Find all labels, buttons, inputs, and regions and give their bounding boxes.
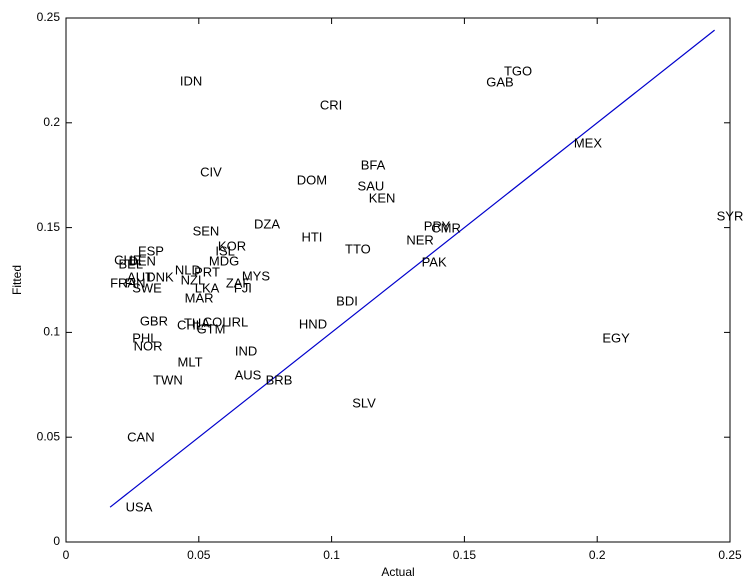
point-label: IRL (228, 314, 248, 329)
y-axis-label: Fitted (10, 265, 24, 295)
point-label: IND (235, 344, 257, 359)
point-label: KEN (369, 191, 396, 206)
x-tick-label: 0.25 (718, 548, 742, 562)
point-label: BDI (336, 293, 358, 308)
point-label: AUT (127, 269, 153, 284)
y-tick-label: 0 (53, 534, 60, 548)
point-label: USA (126, 499, 153, 514)
point-label: FRA (110, 275, 136, 290)
point-label: LKA (195, 280, 220, 295)
point-label: MAR (185, 291, 214, 306)
point-label: MEX (574, 135, 603, 150)
point-label: CIV (200, 165, 222, 180)
x-tick-label: 0 (63, 548, 70, 562)
point-label: KOR (218, 239, 246, 254)
fit-line (109, 29, 715, 508)
point-label: PRT (194, 265, 220, 280)
point-label: MYS (242, 269, 271, 284)
point-label: EGY (602, 330, 630, 345)
y-tick-label: 0.2 (43, 115, 60, 129)
point-label: SEN (193, 223, 220, 238)
point-label: NLD (175, 262, 201, 277)
point-label: DEN (129, 253, 156, 268)
point-label: NER (406, 232, 433, 247)
point-label: IDN (180, 73, 202, 88)
point-label: DOM (297, 173, 327, 188)
point-label: GTM (197, 322, 226, 337)
point-label: COL (203, 314, 230, 329)
point-label: MLT (178, 354, 203, 369)
point-label: SAU (358, 178, 385, 193)
point-label: GBR (140, 313, 168, 328)
x-tick-label: 0.2 (589, 548, 606, 562)
point-label: BRB (266, 372, 293, 387)
point-label: SYR (717, 208, 744, 223)
point-label: HND (299, 317, 327, 332)
y-tick-label: 0.15 (37, 220, 61, 234)
point-label: MDG (209, 253, 239, 268)
point-label: FIN (125, 275, 146, 290)
y-tick-label: 0.25 (37, 10, 61, 24)
point-label: PHL (132, 330, 157, 345)
point-label: TGO (504, 64, 532, 79)
point-label: CHE (114, 252, 142, 267)
point-label: HTI (301, 230, 322, 245)
point-label: SLV (352, 396, 376, 411)
point-label: CMR (431, 221, 461, 236)
point-label: PAK (422, 254, 447, 269)
point-label: NZL (181, 272, 206, 287)
point-label: SWE (132, 280, 162, 295)
x-axis-label: Actual (381, 565, 414, 579)
x-tick-label: 0.05 (187, 548, 211, 562)
x-tick-label: 0.15 (453, 548, 477, 562)
point-label: BFA (361, 157, 386, 172)
point-label: DZA (254, 217, 280, 232)
point-label: BEL (119, 256, 144, 271)
point-label: DNK (146, 269, 174, 284)
point-label: CAN (127, 429, 154, 444)
y-tick-label: 0.1 (43, 325, 60, 339)
point-label: ISL (215, 243, 235, 258)
plot-frame (65, 17, 731, 543)
point-label: NOR (134, 339, 163, 354)
point-label: THA (184, 315, 210, 330)
y-tick-label: 0.05 (37, 429, 61, 443)
point-label: GAB (486, 74, 513, 89)
point-label: AUS (235, 367, 262, 382)
point-label: CHL (177, 317, 203, 332)
point-label: TWN (153, 372, 183, 387)
point-label: ESP (138, 243, 164, 258)
point-label: ZAF (226, 275, 251, 290)
point-label: FJI (234, 280, 252, 295)
point-label: PRY (424, 218, 451, 233)
x-tick-label: 0.1 (323, 548, 340, 562)
point-label: CRI (320, 97, 342, 112)
point-label: TTO (345, 241, 371, 256)
